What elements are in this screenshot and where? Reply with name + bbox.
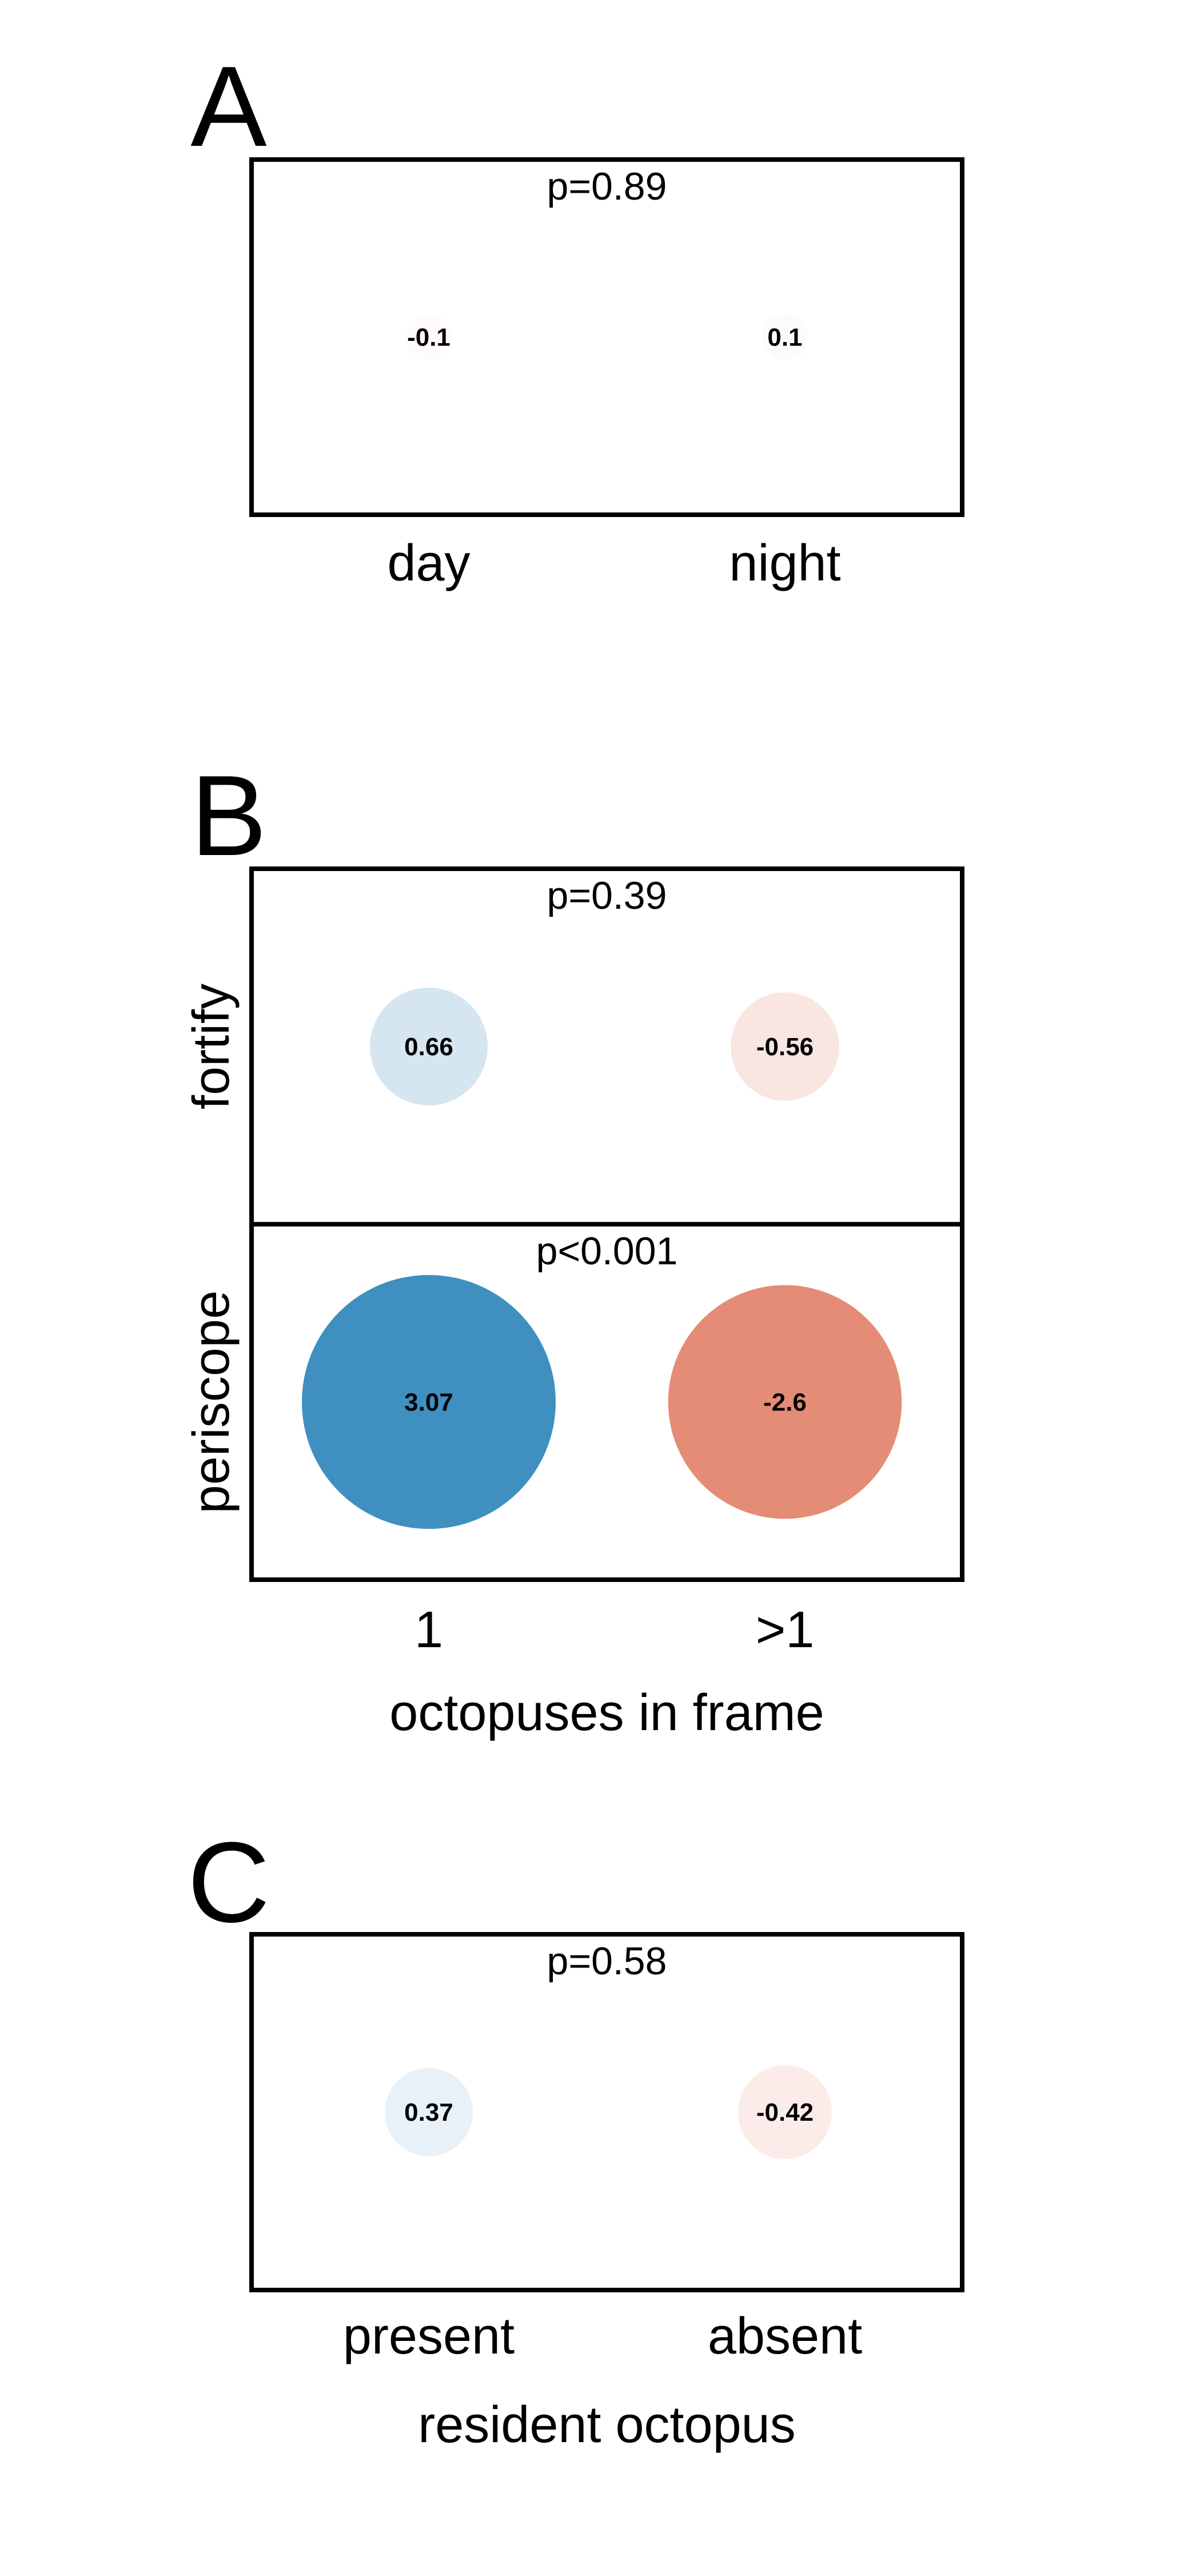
x-tick-label: 1 [414,1601,443,1659]
value-label: -0.1 [407,324,451,352]
bubble [731,992,839,1101]
panel-b: Bp=0.39 fortify 0.66 -0.56 p<0.001 periscope 3… [183,752,964,1742]
panel-frame [249,1222,964,1582]
p-value-label: p=0.89 [547,165,667,208]
value-label: 0.1 [767,324,802,352]
value-label: 0.66 [404,1033,453,1061]
bubble [370,987,488,1106]
bubble [668,1285,902,1519]
row-label: periscope [183,1290,240,1513]
x-tick-label: present [343,2308,515,2365]
panel-frame [249,1932,964,2292]
value-label: 3.07 [404,1388,453,1416]
row-label: fortify [183,984,240,1110]
p-value-label: p=0.39 [547,874,667,917]
value-label: 0.37 [404,2098,453,2126]
bubble [302,1275,556,1529]
panel-frame [249,157,964,517]
panel-c: Cp=0.58 0.37 -0.42 present absent resident oc… [188,1819,964,2454]
panel-label: A [190,43,267,170]
x-axis-label: resident octopus [418,2396,795,2454]
x-tick-label: night [729,535,840,592]
bubble [405,314,452,360]
bubble [762,314,808,360]
panel-frame [249,866,964,1227]
value-label: -0.56 [756,1033,814,1061]
p-value-label: p=0.58 [547,1939,667,1983]
bubble [737,2065,832,2160]
value-label: -0.42 [756,2098,814,2126]
x-tick-label: day [387,535,470,592]
x-axis-label: octopuses in frame [389,1684,824,1742]
panel-label: C [188,1819,270,1946]
x-tick-label: absent [708,2308,862,2365]
value-label: -2.6 [763,1388,807,1416]
panel-label: B [190,752,266,880]
x-tick-label: >1 [756,1601,815,1659]
bubble [384,2068,473,2157]
panel-a: Ap=0.89 -0.1 0.1 day night [190,43,964,592]
p-value-label: p<0.001 [536,1230,678,1273]
